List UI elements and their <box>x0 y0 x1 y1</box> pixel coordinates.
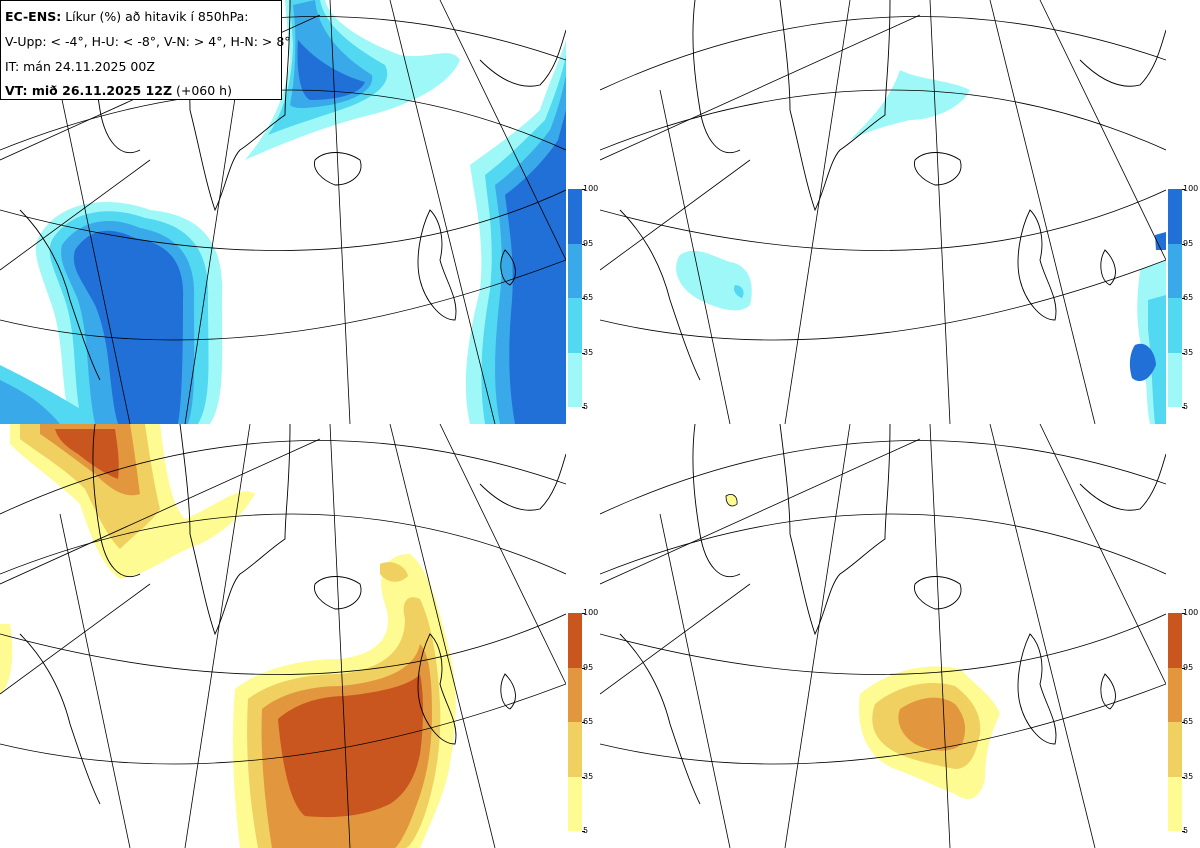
colorbar-tick-mark <box>1182 613 1185 614</box>
colorbar-tick-mark <box>582 352 585 354</box>
colorbar-tick-label: 65 <box>1183 293 1194 302</box>
colorbar-tick-mark <box>1182 831 1185 832</box>
colorbar-tick-mark <box>1182 667 1185 669</box>
colorbar-tick-label: 65 <box>583 717 594 726</box>
probability-field <box>725 494 1000 799</box>
probability-field <box>0 0 566 424</box>
colorbar-tick-mark <box>582 189 585 190</box>
colorbar-tick-label: 5 <box>1183 402 1189 411</box>
colorbar-segment <box>568 667 582 722</box>
colorbar-tick-label: 100 <box>583 184 599 193</box>
forecast-info-box: EC-ENS: Líkur (%) að hitavik í 850hPa: V… <box>0 0 291 100</box>
colorbar-tick-label: 100 <box>583 608 599 617</box>
info-valid-time: VT: mið 26.11.2025 12Z (+060 h) <box>5 83 232 98</box>
colorbar-tick-mark <box>1182 776 1185 778</box>
colorbar-tick-label: 95 <box>1183 238 1194 248</box>
graticule <box>600 424 1166 848</box>
colorbar-tick-mark <box>582 298 585 299</box>
colorbar-tick-mark <box>582 776 585 778</box>
colorbar-tick-mark <box>1182 189 1185 190</box>
graticule <box>0 424 566 848</box>
colorbar-tick-label: 35 <box>1183 347 1194 357</box>
colorbar-segment <box>568 722 582 777</box>
info-title: EC-ENS: Líkur (%) að hitavik í 850hPa: <box>5 9 249 24</box>
info-initial-time: IT: mán 24.11.2025 00Z <box>5 59 155 74</box>
colorbar-segment <box>1168 298 1182 353</box>
colorbar-tick-mark <box>582 722 585 723</box>
colorbar-segment <box>1168 776 1182 831</box>
colorbar-segment <box>1168 189 1182 244</box>
colorbar-tick-mark <box>582 407 585 408</box>
probability-map <box>0 0 566 424</box>
map-panel-warm-plus8 <box>600 424 1166 848</box>
map-panel-cold-minus4: EC-ENS: Líkur (%) að hitavik í 850hPa: V… <box>0 0 566 424</box>
map-panel-warm-plus4 <box>0 424 566 848</box>
colorbar-tick-mark <box>1182 407 1185 408</box>
colorbar-tick-label: 35 <box>583 347 594 357</box>
map-panel-cold-minus8 <box>600 0 1166 424</box>
colorbar-segment <box>568 613 582 668</box>
colorbar-segment <box>568 298 582 353</box>
colorbar-segment <box>568 243 582 298</box>
colorbar-segment <box>1168 613 1182 668</box>
colorbar-tick-label: 35 <box>1183 771 1194 781</box>
colorbar: 100 95 65 35 5 <box>1168 609 1198 835</box>
colorbar-tick-label: 35 <box>583 771 594 781</box>
colorbar-tick-label: 65 <box>1183 717 1194 726</box>
probability-map <box>600 424 1166 848</box>
colorbar-segment <box>1168 243 1182 298</box>
colorbar-tick-label: 100 <box>1183 184 1199 193</box>
colorbar-tick-mark <box>1182 722 1185 723</box>
probability-field <box>0 424 456 848</box>
colorbar-tick-label: 5 <box>583 402 589 411</box>
colorbar-tick-mark <box>1182 298 1185 299</box>
colorbar-segment <box>568 776 582 831</box>
colorbar-segment <box>568 189 582 244</box>
info-thresholds: V-Upp: < -4°, H-U: < -8°, V-N: > 4°, H-N… <box>5 34 291 49</box>
graticule <box>600 0 1166 424</box>
colorbar-segment <box>1168 667 1182 722</box>
colorbar-tick-label: 65 <box>583 293 594 302</box>
colorbar-tick-label: 5 <box>583 826 589 835</box>
colorbar-tick-mark <box>1182 352 1185 354</box>
colorbar-tick-label: 95 <box>583 662 594 672</box>
colorbar-tick-label: 5 <box>1183 826 1189 835</box>
colorbar-tick-label: 95 <box>1183 662 1194 672</box>
colorbar-tick-mark <box>582 613 585 614</box>
colorbar-tick-mark <box>582 243 585 245</box>
colorbar: 100 95 65 35 5 <box>568 185 598 411</box>
colorbar: 100 95 65 35 5 <box>1168 185 1198 411</box>
colorbar-segment <box>1168 722 1182 777</box>
coastline <box>619 0 1166 381</box>
probability-map <box>0 424 566 848</box>
colorbar-tick-mark <box>1182 243 1185 245</box>
colorbar-tick-label: 100 <box>1183 608 1199 617</box>
colorbar-tick-mark <box>582 667 585 669</box>
probability-field <box>676 70 1166 424</box>
colorbar-segment <box>1168 352 1182 407</box>
probability-map <box>600 0 1166 424</box>
colorbar: 100 95 65 35 5 <box>568 609 598 835</box>
colorbar-tick-mark <box>582 831 585 832</box>
colorbar-tick-label: 95 <box>583 238 594 248</box>
coastline <box>19 424 566 805</box>
coastline <box>619 424 1166 805</box>
colorbar-segment <box>568 352 582 407</box>
